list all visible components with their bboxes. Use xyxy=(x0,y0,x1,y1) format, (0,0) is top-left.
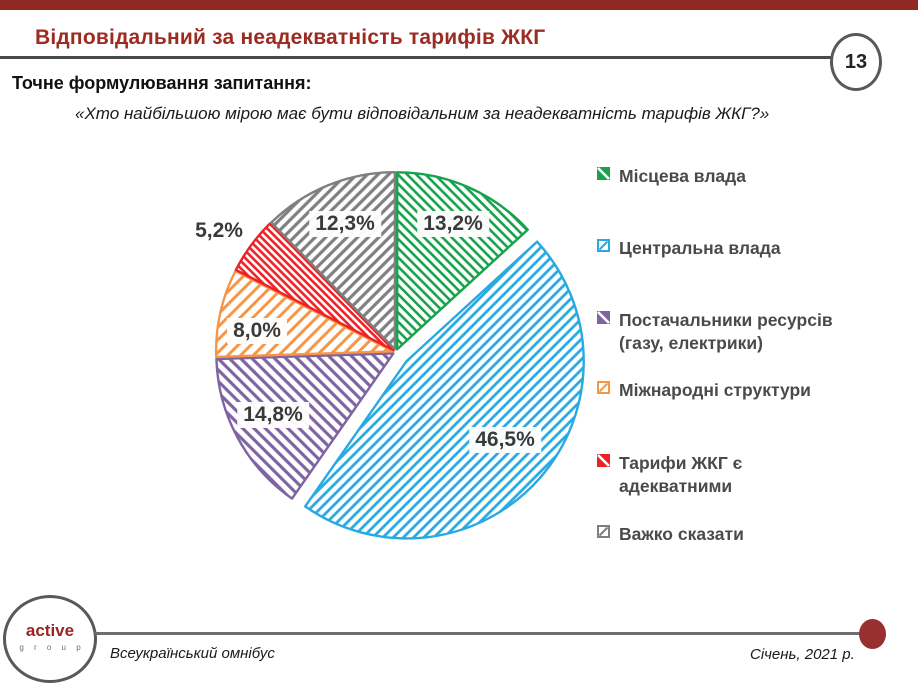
logo-group-text: g r o u p xyxy=(19,642,85,652)
legend-label: (газу, електрики) xyxy=(619,332,763,353)
pie-data-label: 14,8% xyxy=(237,402,309,428)
footer-rule xyxy=(95,632,862,635)
legend-label: Міжнародні структури xyxy=(619,380,811,400)
legend-key-icon xyxy=(597,525,610,538)
question-text: «Хто найбільшою мірою має бути відповіда… xyxy=(75,104,770,123)
pie-data-label: 8,0% xyxy=(227,318,287,344)
legend-key-icon xyxy=(597,167,610,180)
legend-label: Постачальники ресурсів xyxy=(619,310,833,330)
pie-chart-svg xyxy=(214,171,585,540)
pie-data-label: 5,2% xyxy=(195,219,243,242)
pie-chart xyxy=(185,150,615,570)
legend-key-icon xyxy=(597,381,610,394)
legend-label: Тарифи ЖКГ є xyxy=(619,453,743,473)
slide-title: Відповідальний за неадекватність тарифів… xyxy=(35,26,546,49)
footer-end-dot-icon xyxy=(859,619,886,649)
header-rule xyxy=(0,56,831,59)
legend-label: Центральна влада xyxy=(619,238,781,258)
pie-data-label: 46,5% xyxy=(469,427,541,453)
question-label: Точне формулювання запитання: xyxy=(12,73,312,93)
legend-key-icon xyxy=(597,239,610,252)
footer-date: Січень, 2021 р. xyxy=(750,646,855,663)
footer-logo: active g r o u p xyxy=(3,595,97,683)
legend-item: Місцева влада xyxy=(597,165,746,188)
legend-item: Постачальники ресурсів (газу, електрики) xyxy=(597,309,833,355)
pie-slice-1 xyxy=(304,240,585,540)
legend-label: Місцева влада xyxy=(619,166,747,186)
legend-item: Тарифи ЖКГ є адекватними xyxy=(597,452,742,498)
logo-active-text: active xyxy=(25,621,75,640)
page-number: 13 xyxy=(844,50,868,73)
legend-key-icon xyxy=(597,311,610,324)
legend-key-icon xyxy=(597,454,610,467)
pie-data-label: 12,3% xyxy=(309,211,381,237)
legend-item: Центральна влада xyxy=(597,237,781,260)
pie-data-label: 13,2% xyxy=(417,211,489,237)
legend-item: Міжнародні структури xyxy=(597,379,811,402)
pie-slice-4 xyxy=(234,222,395,352)
page-number-badge: 13 xyxy=(830,33,882,91)
top-accent-bar xyxy=(0,0,918,10)
legend-label: Важко сказати xyxy=(619,524,744,544)
legend-label: адекватними xyxy=(619,475,733,496)
footer-survey-name: Всеукраїнський омнібус xyxy=(110,645,275,662)
legend-item: Важко сказати xyxy=(597,523,744,546)
